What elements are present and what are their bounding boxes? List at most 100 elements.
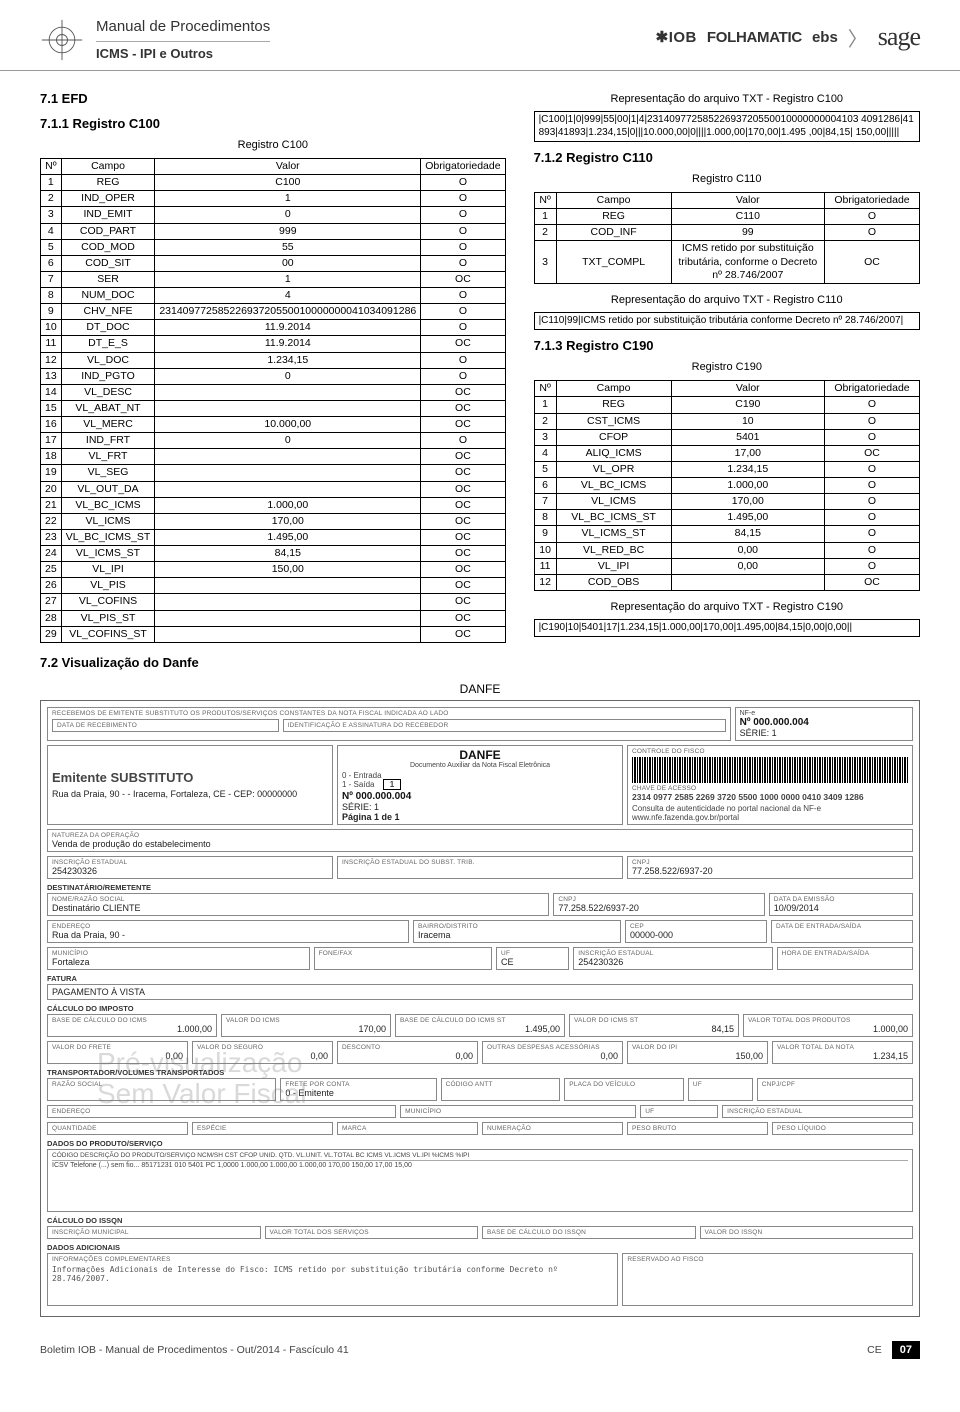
frete-conta-lbl: FRETE POR CONTA [285,1081,431,1088]
section-7-1-2: 7.1.2 Registro C110 [534,150,920,165]
table-cell: 25 [41,562,62,578]
table-row: 5COD_MOD55O [41,239,506,255]
mun-val: Fortaleza [52,957,305,967]
recib-label: RECEBEMOS DE Emitente SUBSTITUTO OS PROD… [52,710,726,717]
fone-lbl: FONE/FAX [319,950,487,957]
table-cell [155,465,421,481]
table-cell [155,481,421,497]
col-n: Nº [534,193,556,209]
prod-section: DADOS DO PRODUTO/SERVIÇO [47,1139,913,1148]
table-cell: ICMS retido por substituição tributária,… [671,241,824,283]
rep-c110-box: |C110|99|ICMS retido por substituição tr… [534,312,920,331]
logo-iob: ✱IOB [656,28,697,46]
ie-dest-lbl: INSCRIÇÃO ESTADUAL [578,950,767,957]
table-cell: 6 [534,478,556,494]
table-cell: DT_DOC [61,320,155,336]
table-cell: VL_ABAT_NT [61,400,155,416]
table-cell: 15 [41,400,62,416]
calc-section: CÁLCULO DO IMPOSTO [47,1004,913,1013]
table-cell: 3 [534,429,556,445]
table-row: 7VL_ICMS170,00O [534,494,919,510]
table-cell: NUM_DOC [61,288,155,304]
table-row: 12COD_OBSOC [534,574,919,590]
ident-label: IDENTIFICAÇÃO E ASSINATURA DO RECEBEDOR [288,722,721,729]
col-valor: Valor [671,193,824,209]
issqn-section: CÁLCULO DO ISSQN [47,1216,913,1225]
table-cell: OC [421,594,505,610]
table-cell: COD_MOD [61,239,155,255]
desc-lbl: DESCONTO [342,1044,473,1051]
col-n: Nº [41,159,62,175]
dest-nome: Destinatário CLIENTE [52,903,544,913]
table-cell: OC [421,384,505,400]
cnpj-label: CNPJ [632,859,908,866]
table-cell [155,578,421,594]
nat-val: Venda de produção do estabelecimento [52,839,908,849]
rep-c190-box: |C190|10|5401|17|1.234,15|1.000,00|170,0… [534,619,920,638]
table-cell: 0,00 [671,542,824,558]
table-cell: 0 [155,368,421,384]
table-cell: 1 [155,271,421,287]
table-cell: REG [61,175,155,191]
rep-c100-box: |C100|1|0|999|55|00|1|4|2314097725852269… [534,111,920,142]
table-cell: VL_DOC [61,352,155,368]
table-cell: 1 [534,209,556,225]
table-row: 9CHV_NFE23140977258522693720550010000000… [41,304,506,320]
vl-st-lbl: VALOR DO ICMS ST [574,1017,734,1024]
danfe-frame: RECEBEMOS DE Emitente SUBSTITUTO OS PROD… [40,700,920,1317]
dest-section: DESTINATÁRIO/REMETENTE [47,883,913,892]
table-cell: VL_COFINS_ST [61,626,155,642]
table-row: 8VL_BC_ICMS_ST1.495,00O [534,510,919,526]
table-cell: 7 [534,494,556,510]
rep-c110-title: Representação do arquivo TXT - Registro … [534,294,920,306]
col-campo: Campo [556,193,671,209]
table-cell: 170,00 [671,494,824,510]
serie-mid: SÉRIE: 1 [342,802,618,812]
table-row: 9VL_ICMS_ST84,15O [534,526,919,542]
table-cell: CST_ICMS [556,413,671,429]
vl-frete: 0,00 [52,1051,183,1061]
dest-data: 10/09/2014 [774,903,908,913]
table-cell: 5 [41,239,62,255]
table-row: 3IND_EMIT0O [41,207,506,223]
table-cell [671,574,824,590]
left-column: 7.1 EFD 7.1.1 Registro C100 Registro C10… [40,89,506,672]
content-columns: 7.1 EFD 7.1.1 Registro C100 Registro C10… [0,71,960,682]
table-row: 7SER1OC [41,271,506,287]
table-cell: O [825,225,920,241]
table-row: 4ALIQ_ICMS17,00OC [534,445,919,461]
table-cell: 9 [41,304,62,320]
table-cell: O [825,461,920,477]
table-row: 4COD_PART999O [41,223,506,239]
table-cell: 12 [41,352,62,368]
header-title-1: Manual de Procedimentos [96,18,270,35]
c100-table-title: Registro C100 [40,139,506,151]
table-row: 5VL_OPR1.234,15O [534,461,919,477]
table-cell: VL_ICMS_ST [61,546,155,562]
nf-serie: SÉRIE: 1 [740,728,908,738]
table-cell: 11 [534,558,556,574]
frete-conta-val: 0 - Emitente [285,1088,431,1098]
table-cell: VL_BC_ICMS_ST [556,510,671,526]
mun-lbl: MUNICÍPIO [52,950,305,957]
table-row: 18VL_FRTOC [41,449,506,465]
table-cell: OC [825,241,920,283]
table-cell: OC [421,400,505,416]
table-cell: TXT_COMPL [556,241,671,283]
logo-sage: sage [878,22,920,52]
vl-nota: 1.234,15 [777,1051,908,1061]
table-cell: 170,00 [155,513,421,529]
emitente-addr: Rua da Praia, 90 - - Iracema, Fortaleza,… [52,789,328,799]
table-cell: 13 [41,368,62,384]
table-cell: VL_BC_ICMS_ST [61,529,155,545]
vl-prod: 1.000,00 [748,1024,908,1034]
table-cell: 3 [534,241,556,283]
table-cell: O [825,494,920,510]
table-row: 22VL_ICMS170,00OC [41,513,506,529]
nf-number: Nº 000.000.004 [740,717,908,728]
table-cell: 150,00 [155,562,421,578]
table-cell [155,626,421,642]
table-cell: O [825,429,920,445]
table-cell: 10.000,00 [155,417,421,433]
table-cell: 1 [155,191,421,207]
